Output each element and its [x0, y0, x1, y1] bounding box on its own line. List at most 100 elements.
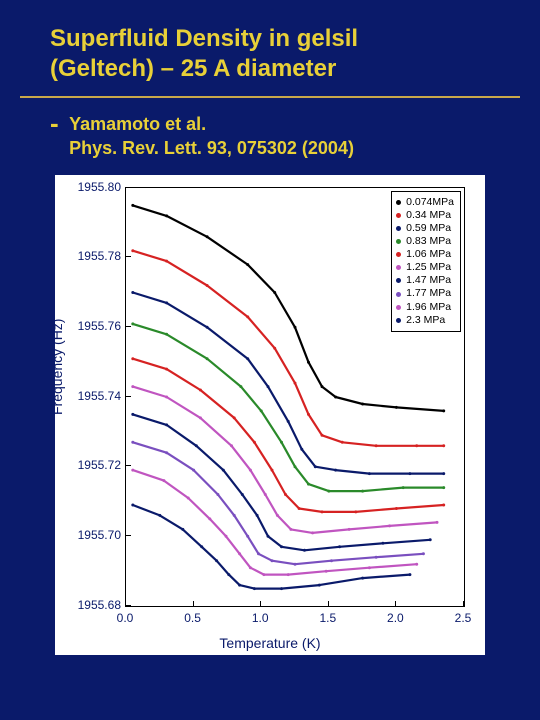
series-marker: [415, 562, 418, 565]
series-marker: [442, 486, 445, 489]
series-marker: [408, 573, 411, 576]
plot-area: 0.074MPa0.34 MPa0.59 MPa0.83 MPa1.06 MPa…: [125, 187, 465, 607]
series-marker: [422, 552, 425, 555]
series-marker: [267, 534, 270, 537]
x-tick-label: 2.0: [387, 611, 404, 625]
bullet-dash: -: [50, 108, 59, 139]
legend-label: 1.47 MPa: [406, 274, 451, 287]
series-marker: [314, 465, 317, 468]
series-marker: [273, 346, 276, 349]
subtitle-block: - Yamamoto et al. Phys. Rev. Lett. 93, 0…: [0, 108, 540, 167]
legend-item: 1.47 MPa: [396, 274, 454, 287]
x-tick-mark: [193, 601, 194, 607]
series-marker: [222, 468, 225, 471]
series-marker: [321, 510, 324, 513]
series-marker: [158, 513, 161, 516]
legend-item: 0.074MPa: [396, 196, 454, 209]
legend-label: 0.074MPa: [406, 196, 454, 209]
series-marker: [327, 489, 330, 492]
legend-label: 0.83 MPa: [406, 235, 451, 248]
series-marker: [402, 486, 405, 489]
series-marker: [298, 507, 301, 510]
series-marker: [273, 291, 276, 294]
series-marker: [280, 440, 283, 443]
x-tick-label: 1.5: [319, 611, 336, 625]
y-axis-label: Frequency (Hz): [49, 318, 65, 414]
series-marker: [215, 559, 218, 562]
y-tick-label: 1955.68: [75, 598, 121, 612]
citation-line1: Yamamoto et al.: [69, 114, 206, 134]
citation-text: Yamamoto et al. Phys. Rev. Lett. 93, 075…: [69, 112, 354, 161]
series-marker: [361, 489, 364, 492]
x-tick-mark: [125, 601, 126, 607]
x-tick-mark: [328, 601, 329, 607]
series-marker: [238, 583, 241, 586]
series-marker: [368, 472, 371, 475]
x-tick-mark: [260, 601, 261, 607]
series-marker: [276, 513, 279, 516]
series-marker: [361, 576, 364, 579]
series-marker: [442, 503, 445, 506]
series-marker: [256, 513, 259, 516]
series-marker: [206, 357, 209, 360]
series-marker: [330, 559, 333, 562]
legend-color-icon: [396, 239, 401, 244]
legend-box: 0.074MPa0.34 MPa0.59 MPa0.83 MPa1.06 MPa…: [391, 191, 461, 332]
legend-label: 2.3 MPa: [406, 314, 445, 327]
title-underline: [20, 96, 520, 98]
y-tick-mark: [125, 535, 131, 536]
series-marker: [131, 412, 134, 415]
series-marker: [375, 555, 378, 558]
series-marker: [307, 412, 310, 415]
series-marker: [238, 552, 241, 555]
series-marker: [165, 214, 168, 217]
series-marker: [354, 510, 357, 513]
series-marker: [307, 482, 310, 485]
series-marker: [192, 468, 195, 471]
slide-title-line1: Superfluid Density in gelsil: [50, 24, 510, 54]
legend-color-icon: [396, 278, 401, 283]
legend-color-icon: [396, 213, 401, 218]
series-line: [133, 442, 424, 564]
legend-item: 1.06 MPa: [396, 248, 454, 261]
series-marker: [280, 587, 283, 590]
series-marker: [262, 573, 265, 576]
y-tick-mark: [125, 465, 131, 466]
series-line: [133, 414, 430, 550]
series-marker: [131, 322, 134, 325]
series-marker: [280, 545, 283, 548]
series-marker: [287, 419, 290, 422]
series-marker: [341, 440, 344, 443]
series-marker: [225, 534, 228, 537]
series-marker: [131, 203, 134, 206]
y-tick-mark: [125, 396, 131, 397]
series-marker: [165, 423, 168, 426]
series-marker: [300, 447, 303, 450]
x-tick-label: 2.5: [455, 611, 472, 625]
legend-label: 0.59 MPa: [406, 222, 451, 235]
series-marker: [408, 472, 411, 475]
legend-item: 2.3 MPa: [396, 314, 454, 327]
series-marker: [442, 409, 445, 412]
series-marker: [165, 332, 168, 335]
y-tick-label: 1955.76: [75, 319, 121, 333]
series-marker: [368, 566, 371, 569]
y-tick-mark: [125, 187, 131, 188]
series-marker: [131, 440, 134, 443]
series-marker: [267, 385, 270, 388]
series-marker: [131, 385, 134, 388]
series-marker: [361, 402, 364, 405]
series-marker: [216, 493, 219, 496]
series-marker: [415, 444, 418, 447]
title-block: Superfluid Density in gelsil (Geltech) –…: [0, 0, 540, 88]
series-marker: [307, 360, 310, 363]
legend-color-icon: [396, 252, 401, 257]
series-marker: [199, 388, 202, 391]
series-marker: [253, 587, 256, 590]
x-tick-label: 0.0: [117, 611, 134, 625]
x-axis-label: Temperature (K): [55, 635, 485, 651]
series-marker: [348, 527, 351, 530]
series-marker: [429, 538, 432, 541]
slide-title-line2: (Geltech) – 25 A diameter: [50, 54, 510, 84]
y-tick-mark: [125, 326, 131, 327]
